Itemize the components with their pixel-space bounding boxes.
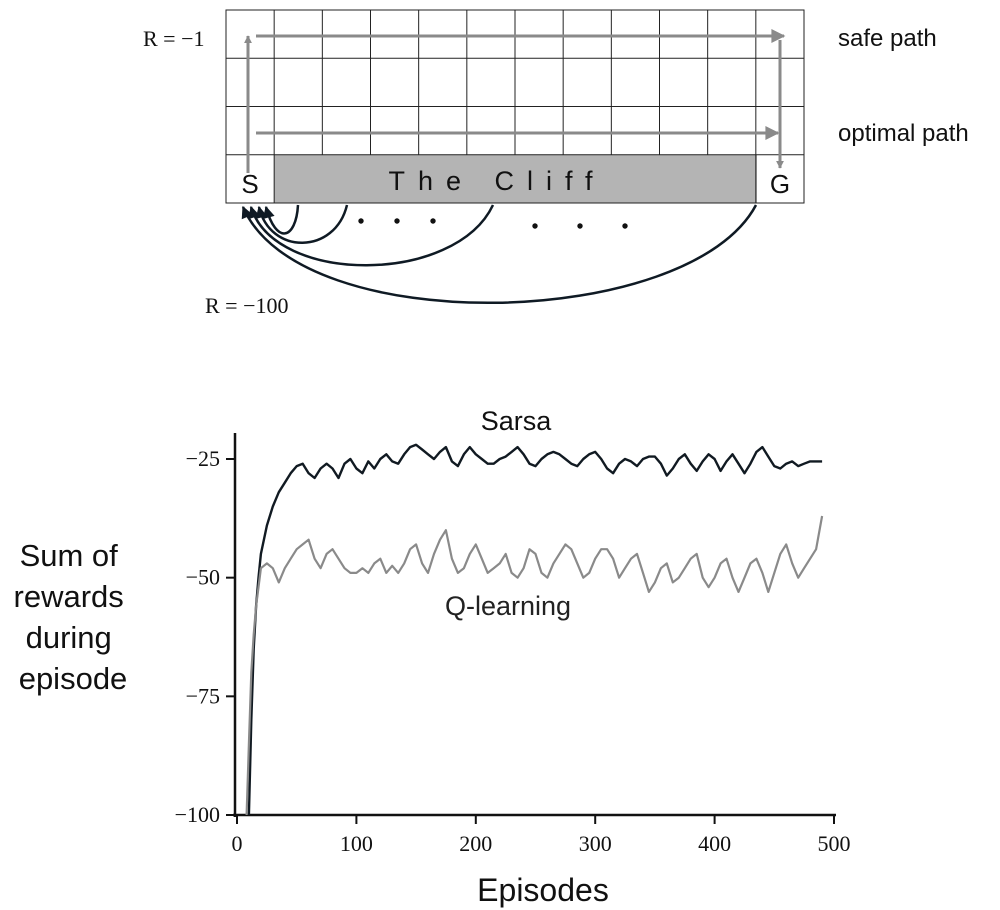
reward-step-label: R = −1	[143, 26, 205, 51]
y-tick-label: −75	[186, 683, 220, 708]
series-lines	[245, 443, 824, 816]
y-tick-label: −50	[186, 565, 220, 590]
x-ticks: 0 100 200 300 400 500	[232, 815, 851, 856]
safe-path-label: safe path	[838, 25, 937, 52]
return-arrow-2	[255, 204, 349, 244]
return-arrow-4	[241, 204, 758, 305]
ellipsis-dot	[532, 223, 538, 229]
x-tick-label: 500	[818, 831, 851, 856]
series-line-q-learning	[245, 515, 824, 816]
reward-cliff-label: R = −100	[205, 293, 289, 318]
rewards-chart: 0 100 200 300 400 500 −25 −50 −75 −100 Sarsa Q-l…	[14, 406, 851, 908]
y-axis-title-line: episode	[19, 661, 128, 696]
ellipsis-dots	[358, 218, 628, 229]
x-tick-label: 0	[232, 831, 243, 856]
ellipsis-dot	[358, 218, 364, 224]
x-tick-label: 400	[698, 831, 731, 856]
y-ticks: −25 −50 −75 −100	[175, 446, 235, 827]
y-tick-label: −100	[175, 802, 220, 827]
series-label-q-learning: Q-learning	[445, 591, 571, 621]
ellipsis-dot	[394, 218, 400, 224]
cliff-label: The Cliff	[388, 166, 605, 196]
start-cell-label: S	[241, 169, 258, 199]
y-axis-title-line: Sum of	[20, 538, 119, 573]
y-axis-title: Sum of rewards during episode	[14, 538, 133, 696]
optimal-path-label: optimal path	[838, 120, 969, 147]
x-axis-title: Episodes	[477, 872, 609, 908]
y-tick-label: −25	[186, 446, 220, 471]
y-axis-title-line: rewards	[14, 579, 124, 614]
goal-cell-label: G	[770, 169, 790, 199]
cliff-return-arrows	[241, 204, 758, 305]
cliff-gridworld: S G The Cliff R = −1 R = −100 safe path …	[143, 9, 969, 318]
x-tick-label: 300	[579, 831, 612, 856]
series-label-sarsa: Sarsa	[481, 406, 553, 436]
return-arrow-3	[248, 204, 495, 267]
ellipsis-dot	[577, 223, 583, 229]
x-tick-label: 200	[459, 831, 492, 856]
return-arrow-1	[262, 204, 300, 235]
x-tick-label: 100	[340, 831, 373, 856]
y-axis-title-line: during	[26, 620, 112, 655]
series-line-sarsa	[247, 443, 823, 816]
ellipsis-dot	[622, 223, 628, 229]
ellipsis-dot	[430, 218, 436, 224]
cliff-region	[274, 155, 757, 203]
grid-lines	[225, 9, 805, 204]
